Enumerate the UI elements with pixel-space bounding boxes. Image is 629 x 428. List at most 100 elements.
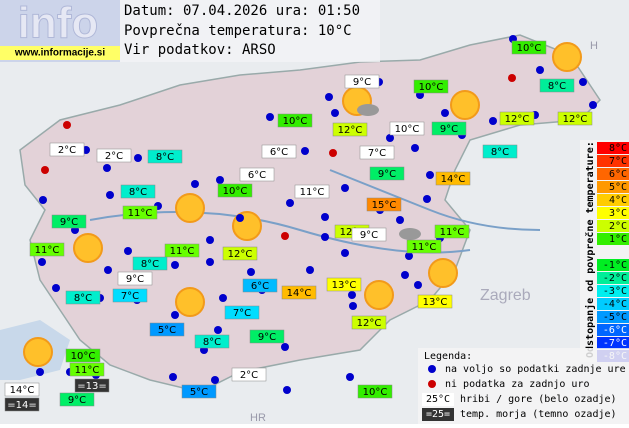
station-dot [349, 302, 357, 310]
station-dot [341, 184, 349, 192]
station-dot [171, 311, 179, 319]
station-label-box [65, 290, 101, 305]
station-dot [341, 249, 349, 257]
scale-label: -7°C [603, 338, 627, 349]
station-label-box [51, 214, 87, 229]
scale-label: 5°C [609, 182, 627, 193]
scale-swatch [597, 168, 629, 180]
legend-sample [422, 408, 454, 421]
station-label-box [112, 288, 148, 303]
station-label: 10°C [517, 43, 542, 54]
station-dot [171, 261, 179, 269]
scale-label: 1°C [609, 234, 627, 245]
station-dot [325, 93, 333, 101]
station-label: 14°C [10, 385, 35, 396]
station-dot [191, 180, 199, 188]
station-label-box [359, 145, 395, 160]
station-label-box [431, 121, 467, 136]
station-dot [214, 326, 222, 334]
scale-title: Odstopanje od povprečne temperature: [584, 141, 596, 358]
scale-label: 6°C [609, 169, 627, 180]
scale-swatch [597, 233, 629, 245]
scale-label: -2°C [603, 273, 627, 284]
station-label: 9°C [360, 230, 378, 241]
station-dot [134, 154, 142, 162]
station-label-box [4, 382, 40, 397]
station-label: 6°C [248, 170, 266, 181]
station-label: 10°C [363, 387, 388, 398]
station-label: 11°C [170, 246, 195, 257]
station-dot [104, 266, 112, 274]
station-label: 8°C [156, 152, 174, 163]
station-dot [219, 294, 227, 302]
station-label: 2°C [58, 145, 76, 156]
station-label: 11°C [75, 365, 100, 376]
station-label-box [281, 285, 317, 300]
station-label: 13°C [423, 297, 448, 308]
station-label-box [132, 256, 168, 271]
station-dot [36, 368, 44, 376]
station-label-box [231, 367, 267, 382]
station-label: 9°C [126, 274, 144, 285]
station-label: 7°C [368, 148, 386, 159]
station-dot [414, 281, 422, 289]
station-label: 9°C [68, 395, 86, 406]
station-label-box [413, 79, 449, 94]
station-label: 5°C [190, 387, 208, 398]
station-label: 15°C [372, 200, 397, 211]
station-label-box [181, 384, 217, 399]
station-label-box [417, 294, 453, 309]
station-label-box [49, 142, 85, 157]
station-label-box [366, 197, 402, 212]
station-label-box [344, 74, 380, 89]
scale-swatch [597, 181, 629, 193]
station-label: 11°C [35, 245, 60, 256]
station-label: =13= [77, 381, 106, 392]
station-dot [346, 373, 354, 381]
station-label-box [147, 149, 183, 164]
scale-label: -3°C [603, 286, 627, 297]
scale-label: -5°C [603, 312, 627, 323]
sun-icon [364, 280, 394, 310]
station-dot-missing [329, 149, 337, 157]
source-line: Vir podatkov: ARSO [124, 42, 276, 58]
station-label: 9°C [440, 124, 458, 135]
legend-title: Legenda: [424, 351, 472, 362]
station-dot [206, 236, 214, 244]
station-dot-missing [508, 74, 516, 82]
station-label-box [217, 183, 253, 198]
station-dot-missing [41, 166, 49, 174]
sun-icon [450, 90, 480, 120]
station-label: 14°C [287, 288, 312, 299]
stations-layer: 10°C 8°C 9°C 10°C 10°C 12°C 10°C 9°C 12°C 12°C 8°C… [4, 35, 597, 412]
station-label: 10°C [395, 124, 420, 135]
station-dot [206, 258, 214, 266]
station-dot [106, 191, 114, 199]
scale-label: 8°C [609, 143, 627, 154]
scale: 8°C 7°C 6°C 5°C 4°C 3°C 2°C 1°C -1°C -2°C -3°C -4°C… [597, 142, 629, 362]
station-label: 10°C [283, 116, 308, 127]
station-label: 8°C [548, 81, 566, 92]
scale-swatch [597, 194, 629, 206]
station-dot [283, 386, 291, 394]
scale-swatch [597, 272, 629, 284]
station-label-box [4, 397, 40, 412]
logo-url-box [0, 46, 120, 60]
station-label-box [74, 378, 110, 393]
scale-swatch [597, 155, 629, 167]
scale-swatch [597, 220, 629, 232]
scale-swatch [597, 337, 629, 349]
station-dot [401, 271, 409, 279]
scale-swatch [597, 324, 629, 336]
date-line: Datum: 07.04.2026 ura: 01:50 [124, 3, 360, 19]
station-dot [211, 376, 219, 384]
station-dot [281, 343, 289, 351]
station-label: 9°C [258, 332, 276, 343]
scale-swatch [597, 285, 629, 297]
station-label: 11°C [300, 187, 325, 198]
sun-icon [73, 233, 103, 263]
station-dot-missing [63, 121, 71, 129]
station-dot [426, 171, 434, 179]
